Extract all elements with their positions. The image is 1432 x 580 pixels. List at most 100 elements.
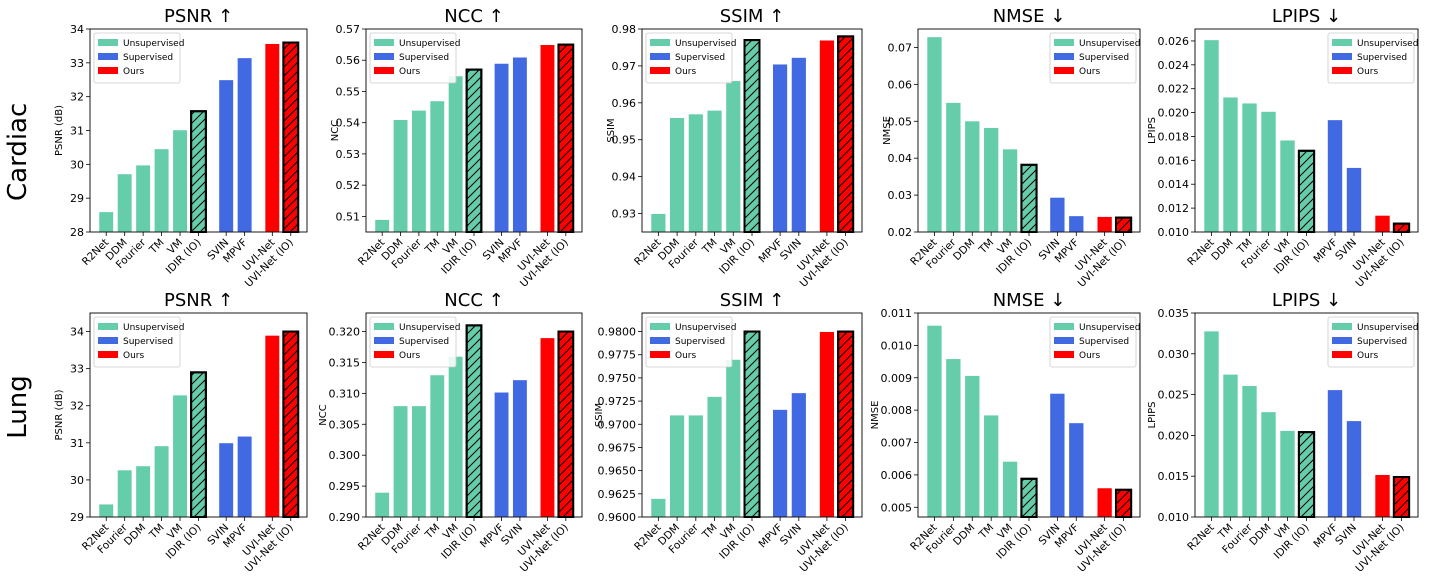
bar-ddm bbox=[392, 119, 409, 233]
y-tick-label: 0.05 bbox=[888, 115, 913, 128]
y-tick-label: 0.018 bbox=[1158, 130, 1190, 143]
y-tick-label: 30 bbox=[70, 158, 84, 171]
y-tick-label: 0.53 bbox=[336, 148, 361, 161]
y-tick-label: 0.295 bbox=[329, 480, 361, 493]
bar-ddm bbox=[964, 375, 981, 518]
bar-hatch-overlay bbox=[837, 35, 855, 233]
y-axis-label: NMSE bbox=[882, 116, 893, 145]
bar-vm bbox=[172, 129, 188, 233]
legend-swatch-unsupervised bbox=[1054, 323, 1074, 330]
y-tick-label: 32 bbox=[70, 400, 84, 413]
bar-hatch-overlay bbox=[1392, 222, 1411, 233]
y-tick-label: 0.012 bbox=[1158, 202, 1190, 215]
chart-panel-lung-2: SSIM ↑ SSIM 0.9600 0.9625 0.9650 0.9675 0.9700… bbox=[594, 290, 863, 575]
bar-fourier bbox=[411, 405, 427, 518]
y-axis-label: PSNR (dB) bbox=[54, 389, 65, 440]
legend: Unsupervised Supervised Ours bbox=[1049, 316, 1140, 368]
legend-label-supervised: Supervised bbox=[1357, 337, 1407, 347]
chart-title: NCC ↑ bbox=[444, 290, 503, 311]
x-tick-label: TM bbox=[147, 522, 167, 542]
plot-frame bbox=[917, 28, 1141, 233]
plot-frame bbox=[641, 312, 863, 518]
y-tick-label: 0.02 bbox=[888, 226, 913, 239]
bar-tm bbox=[706, 109, 723, 233]
legend-label-unsupervised: Unsupervised bbox=[1079, 323, 1140, 333]
legend-label-supervised: Supervised bbox=[1079, 337, 1129, 347]
y-axis-label: LPIPS bbox=[1147, 117, 1158, 144]
bar-vm bbox=[1002, 460, 1019, 518]
y-tick-label: 0.03 bbox=[888, 189, 913, 202]
chart-panel-cardiac-1: NCC ↑NCC0.510.520.530.540.550.560.57R2Ne… bbox=[330, 6, 583, 290]
legend-label-ours: Ours bbox=[675, 351, 696, 361]
x-tick-label: SVIN bbox=[1333, 237, 1359, 263]
bar-uvi-net bbox=[264, 334, 281, 518]
legend-swatch-unsupervised bbox=[650, 39, 670, 46]
legend-label-ours: Ours bbox=[1357, 67, 1378, 77]
y-tick-label: 0.9725 bbox=[598, 395, 637, 408]
bar-uvi-net bbox=[1374, 214, 1391, 233]
legend-label-supervised: Supervised bbox=[1079, 53, 1129, 63]
bar-svin bbox=[1346, 167, 1363, 233]
bar-hatch-overlay bbox=[1114, 216, 1133, 233]
legend-swatch-ours bbox=[98, 67, 118, 74]
bar-mpvf bbox=[1327, 389, 1344, 518]
legend-label-ours: Ours bbox=[1357, 351, 1378, 361]
x-tick-label: DDM bbox=[122, 522, 148, 548]
bar-hatch-overlay bbox=[743, 39, 761, 234]
y-tick-label: 33 bbox=[70, 57, 84, 70]
bar-uvi-net bbox=[1096, 216, 1113, 233]
y-tick-label: 0.9650 bbox=[598, 465, 637, 478]
y-tick-label: 0.035 bbox=[1158, 307, 1190, 320]
bar-tm bbox=[153, 445, 170, 518]
legend: Unsupervised Supervised Ours bbox=[93, 32, 184, 84]
legend-swatch-unsupervised bbox=[374, 39, 394, 46]
y-tick-label: 0.016 bbox=[1158, 154, 1190, 167]
x-tick-label: DDM bbox=[1247, 522, 1273, 548]
bar-uvi-net bbox=[1374, 474, 1391, 518]
x-tick-label: DDM bbox=[951, 522, 977, 548]
legend-swatch-ours bbox=[1332, 67, 1352, 74]
bar-hatch-overlay bbox=[557, 330, 575, 518]
y-tick-label: 0.015 bbox=[1158, 470, 1190, 483]
legend-swatch-supervised bbox=[650, 337, 670, 344]
y-tick-label: 0.020 bbox=[1158, 107, 1190, 120]
y-tick-label: 0.006 bbox=[881, 469, 913, 482]
bar-ddm bbox=[669, 117, 685, 233]
legend: Unsupervised Supervised Ours bbox=[1327, 316, 1418, 368]
bar-mpvf bbox=[1327, 119, 1344, 233]
legend-label-unsupervised: Unsupervised bbox=[399, 39, 460, 49]
plot-frame bbox=[89, 28, 308, 233]
y-tick-label: 34 bbox=[70, 23, 84, 36]
bar-mpvf bbox=[236, 57, 253, 233]
x-tick-label: TM bbox=[700, 522, 720, 542]
bar-ddm bbox=[964, 120, 981, 233]
chart-title: PSNR ↑ bbox=[164, 290, 233, 311]
y-tick-label: 0.315 bbox=[329, 356, 361, 369]
y-tick-label: 0.94 bbox=[612, 171, 637, 184]
legend: Unsupervised Supervised Ours bbox=[1049, 32, 1140, 84]
bar-fourier bbox=[687, 113, 704, 233]
y-tick-label: 0.007 bbox=[881, 437, 913, 450]
legend-label-supervised: Supervised bbox=[399, 53, 449, 63]
x-tick-label: R2Net bbox=[1185, 522, 1216, 553]
bar-fourier bbox=[945, 102, 962, 233]
legend-label-supervised: Supervised bbox=[123, 53, 173, 63]
bar-hatch-overlay bbox=[1020, 477, 1038, 518]
bar-fourier bbox=[1241, 385, 1258, 518]
plot-frame bbox=[365, 312, 583, 518]
bar-vm bbox=[1279, 430, 1296, 518]
y-tick-label: 0.9800 bbox=[598, 326, 637, 339]
chart-title: LPIPS ↓ bbox=[1272, 6, 1341, 27]
legend-label-unsupervised: Unsupervised bbox=[123, 39, 184, 49]
legend-label-ours: Ours bbox=[123, 67, 144, 77]
bar-r2net bbox=[926, 36, 943, 233]
chart-panel-cardiac-0: PSNR ↑PSNR (dB)28293031323334R2NetDDMFou… bbox=[54, 6, 308, 290]
bar-r2net bbox=[650, 213, 667, 233]
chart-title: NMSE ↓ bbox=[993, 6, 1066, 27]
bar-uvi-net bbox=[539, 337, 556, 518]
x-tick-label: TM bbox=[422, 237, 442, 257]
legend-label-ours: Ours bbox=[399, 351, 420, 361]
y-tick-label: 33 bbox=[70, 363, 84, 376]
bar-mpvf bbox=[772, 409, 788, 518]
